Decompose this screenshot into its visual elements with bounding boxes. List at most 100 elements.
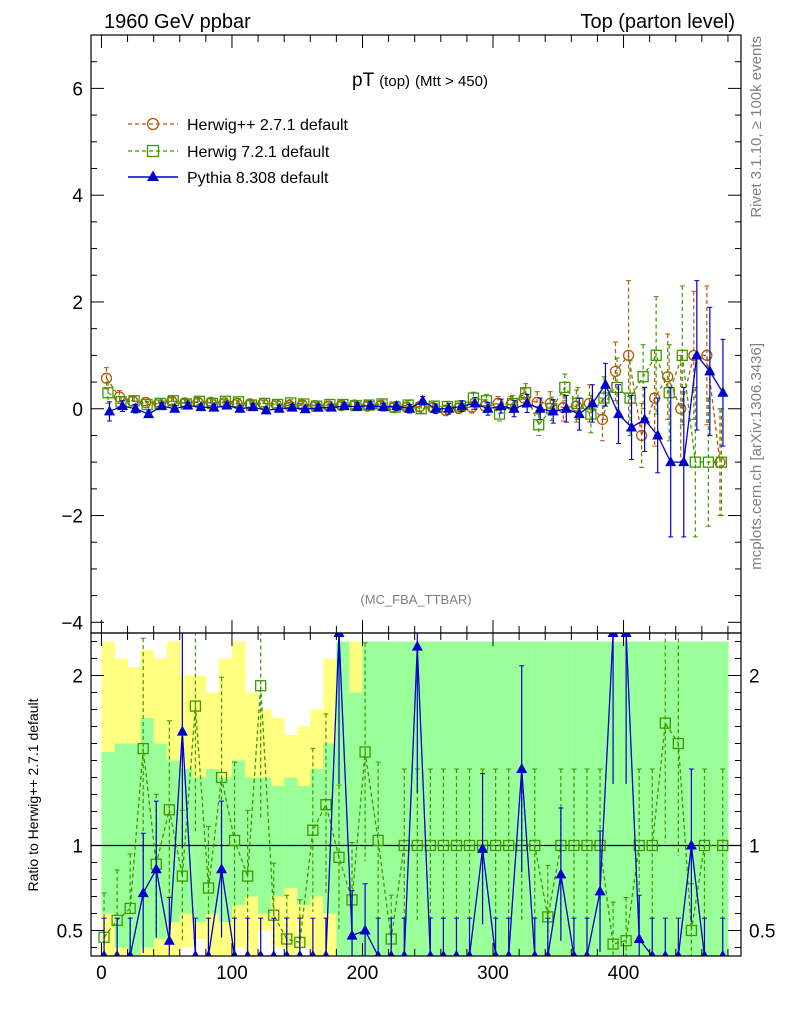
ratio-data-point	[270, 950, 278, 956]
ratio-data-point	[701, 950, 708, 956]
ratio-band-inner	[493, 641, 507, 956]
ratio-data-point	[489, 839, 502, 852]
plot-title-sub1: (top)	[379, 73, 410, 90]
legend: Herwig++ 2.7.1 default Herwig 7.2.1 defa…	[128, 117, 349, 187]
main-ytick-label: 0	[72, 400, 83, 421]
ratio-data-point	[257, 950, 264, 956]
data-point	[665, 456, 677, 467]
data-point	[495, 400, 507, 411]
ratio-band-inner	[610, 641, 625, 956]
data-point	[635, 429, 648, 442]
ratio-series-line	[104, 633, 723, 956]
ratio-data-point	[244, 950, 251, 956]
main-ytick-label: 6	[72, 79, 83, 100]
energy-label: 1960 GeV ppbar	[104, 11, 251, 33]
ratio-axes: 0.5 0.5 1 1 2 2 0 100 200 300 400	[57, 633, 775, 984]
ratio-data-point	[607, 633, 619, 637]
data-point	[234, 402, 246, 413]
ratio-data-point	[440, 950, 447, 956]
data-point	[702, 456, 715, 468]
data-point	[704, 365, 716, 376]
main-ytick-label: 2	[72, 293, 83, 314]
ratio-xtick-label: 100	[216, 963, 248, 984]
ratio-data-point	[648, 950, 656, 956]
data-point	[678, 456, 690, 467]
data-point	[417, 394, 429, 405]
ratio-bands	[101, 641, 729, 956]
data-point	[599, 378, 611, 389]
ratio-data-point	[529, 839, 541, 852]
ratio-data-point	[241, 870, 254, 882]
ratio-data-point	[320, 799, 332, 811]
ratio-band-inner	[362, 641, 377, 956]
ratio-band-inner	[479, 641, 494, 956]
plot-title: pT (top) (Mtt > 450)	[352, 70, 488, 91]
data-point	[675, 403, 687, 415]
data-point	[609, 365, 622, 378]
data-point	[534, 402, 546, 413]
data-point	[585, 408, 597, 420]
ratio-data-point	[620, 633, 632, 637]
legend-marker-herwig7	[146, 144, 160, 158]
data-point	[701, 349, 713, 362]
data-point	[691, 349, 703, 360]
ratio-xtick-label: 400	[608, 963, 640, 984]
data-point	[560, 402, 572, 413]
ratio-band-inner	[701, 641, 716, 956]
ratio-band-inner	[388, 641, 403, 956]
ratio-data-point	[463, 839, 476, 852]
ratio-data-point	[503, 839, 515, 852]
data-point	[611, 381, 623, 394]
ratio-band-inner	[688, 641, 703, 956]
ratio-data-point	[411, 839, 423, 852]
data-point	[482, 402, 494, 413]
data-point	[117, 400, 129, 411]
data-point	[717, 386, 729, 397]
ratio-data-point	[126, 950, 134, 956]
data-point	[626, 421, 638, 432]
ratio-ytick-label-left: 0.5	[57, 922, 83, 943]
ratio-ytick-label-left: 2	[72, 667, 83, 688]
ratio-data-point	[607, 938, 619, 950]
ratio-data-point	[359, 924, 371, 935]
data-point	[456, 400, 468, 411]
ratio-data-point	[411, 640, 423, 651]
ratio-data-point	[427, 950, 434, 956]
ratio-band-inner	[662, 641, 677, 956]
series-line	[107, 353, 722, 463]
ratio-data-point	[544, 950, 552, 956]
ratio-data-point	[216, 863, 228, 874]
ratio-band-inner	[101, 752, 115, 914]
data-point	[391, 400, 403, 411]
rivet-label: Rivet 3.1.10, ≥ 100k events	[748, 36, 765, 218]
ratio-data-point	[387, 950, 395, 956]
data-point	[624, 392, 636, 404]
ratio-data-point	[466, 950, 473, 956]
legend-marker-herwig-pp	[146, 117, 160, 131]
ratio-data-point	[568, 839, 580, 852]
plot-title-sub2: (Mtt > 450)	[415, 73, 488, 90]
legend-entry-herwig-pp: Herwig++ 2.7.1 default	[128, 117, 349, 134]
ratio-band-inner	[192, 777, 207, 922]
data-point	[637, 371, 649, 383]
data-point	[286, 401, 298, 412]
ratio-band-inner	[336, 641, 350, 956]
data-point	[570, 400, 582, 412]
ratio-band-inner	[323, 743, 337, 914]
ratio-band-inner	[153, 743, 168, 939]
ratio-band-inner	[284, 777, 298, 888]
data-point	[103, 405, 115, 416]
ratio-band-inner	[584, 641, 598, 956]
data-point	[573, 408, 585, 419]
ratio-data-point	[505, 950, 512, 956]
ratio-band-inner	[714, 641, 729, 956]
ratio-data-point	[228, 834, 241, 847]
ratio-data-point	[620, 935, 632, 947]
legend-label-pythia: Pythia 8.308 default	[187, 170, 329, 187]
ratio-ytick-label-right: 2	[749, 667, 760, 688]
ratio-data-point	[719, 950, 727, 956]
data-point	[325, 401, 337, 412]
legend-entry-herwig7: Herwig 7.2.1 default	[128, 144, 330, 161]
ratio-band-inner	[205, 769, 220, 914]
ratio-data-point	[581, 839, 593, 852]
